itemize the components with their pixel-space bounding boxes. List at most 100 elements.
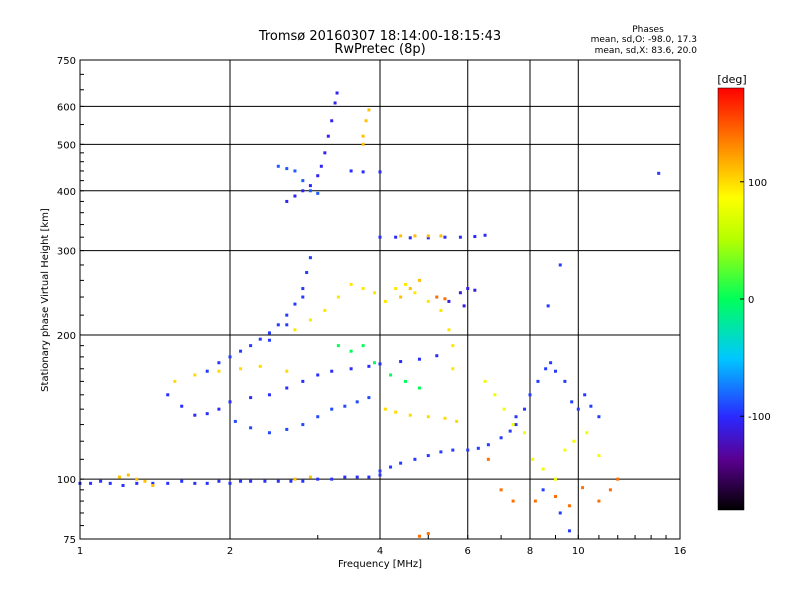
data-point [308, 475, 312, 479]
data-point [581, 486, 585, 490]
data-point [99, 479, 103, 483]
data-point [285, 386, 289, 390]
data-point [316, 174, 320, 178]
chart-title: Tromsø 20160307 18:14:00-18:15:43 [258, 29, 501, 44]
data-point [228, 481, 232, 485]
data-point [263, 479, 267, 483]
data-point [486, 443, 490, 447]
data-point [173, 379, 177, 383]
data-point [553, 369, 557, 373]
data-point [293, 477, 297, 481]
x-tick-label: 2 [227, 546, 233, 557]
data-point [528, 393, 532, 397]
data-point [239, 479, 243, 483]
data-point [316, 477, 320, 481]
data-point [285, 167, 289, 171]
data-point [301, 287, 305, 291]
data-point [361, 142, 365, 146]
y-tick-label: 750 [57, 56, 76, 67]
data-point [567, 504, 571, 508]
stats-line-x: mean, sd,X: 83.6, 20.0 [595, 46, 698, 56]
x-tick-label: 4 [377, 546, 383, 557]
data-point [276, 323, 280, 327]
data-point [413, 457, 417, 461]
data-point [193, 481, 197, 485]
data-point [267, 431, 271, 435]
y-tick-label: 500 [57, 140, 76, 151]
data-point [285, 313, 289, 317]
data-point [443, 235, 447, 239]
x-axis-label: Frequency [MHz] [338, 559, 422, 570]
data-point [319, 164, 323, 168]
data-point [285, 427, 289, 431]
data-point [293, 328, 297, 332]
scatter-points [78, 91, 661, 538]
data-point [558, 263, 562, 267]
data-point [330, 369, 334, 373]
data-point [389, 465, 393, 469]
data-point [383, 299, 387, 303]
y-axis: 75 100 200 300 400 500 600 750 [57, 56, 84, 546]
data-point [308, 256, 312, 260]
data-point [378, 469, 382, 473]
data-point [394, 235, 398, 239]
data-point [483, 233, 487, 237]
data-point [426, 234, 430, 238]
y-tick-label: 300 [57, 247, 76, 258]
data-point [546, 304, 550, 308]
data-point [447, 328, 451, 332]
data-point [330, 477, 334, 481]
data-point [408, 413, 412, 417]
data-point [616, 477, 620, 481]
data-point [533, 499, 537, 503]
data-point [451, 344, 455, 348]
data-point [426, 454, 430, 458]
data-point [143, 479, 147, 483]
data-point [541, 488, 545, 492]
y-axis-label: Stationary phase Virtual Height [km] [40, 208, 51, 392]
data-point [258, 364, 262, 368]
data-point [217, 369, 221, 373]
data-point [205, 412, 209, 416]
data-point [361, 170, 365, 174]
data-point [285, 369, 289, 373]
data-point [570, 400, 574, 404]
data-point [499, 488, 503, 492]
data-point [316, 373, 320, 377]
data-point [330, 119, 334, 123]
x-tick-label: 6 [465, 546, 471, 557]
data-point [536, 379, 540, 383]
data-point [572, 439, 576, 443]
data-point [473, 235, 477, 239]
data-point [462, 304, 466, 308]
chart-subtitle: RwPretec (8p) [334, 42, 425, 57]
data-point [258, 337, 262, 341]
data-point [553, 477, 557, 481]
data-point [403, 379, 407, 383]
data-point [394, 410, 398, 414]
data-point [333, 101, 337, 105]
data-point [151, 481, 155, 485]
data-point [483, 379, 487, 383]
data-point [193, 373, 197, 377]
data-point [417, 534, 421, 538]
data-point [563, 448, 567, 452]
data-point [443, 416, 447, 420]
data-point [249, 344, 253, 348]
data-point [399, 295, 403, 299]
data-point [541, 467, 545, 471]
data-point [117, 475, 121, 479]
data-point [514, 415, 518, 419]
data-point [394, 287, 398, 291]
x-tick-label: 16 [674, 546, 687, 557]
data-point [108, 481, 112, 485]
data-point [316, 191, 320, 195]
data-point [435, 295, 439, 299]
data-point [121, 483, 125, 487]
data-point [439, 234, 443, 238]
data-point [316, 415, 320, 419]
data-point [180, 404, 184, 408]
data-point [135, 477, 139, 481]
data-point [289, 479, 293, 483]
data-point [417, 357, 421, 361]
